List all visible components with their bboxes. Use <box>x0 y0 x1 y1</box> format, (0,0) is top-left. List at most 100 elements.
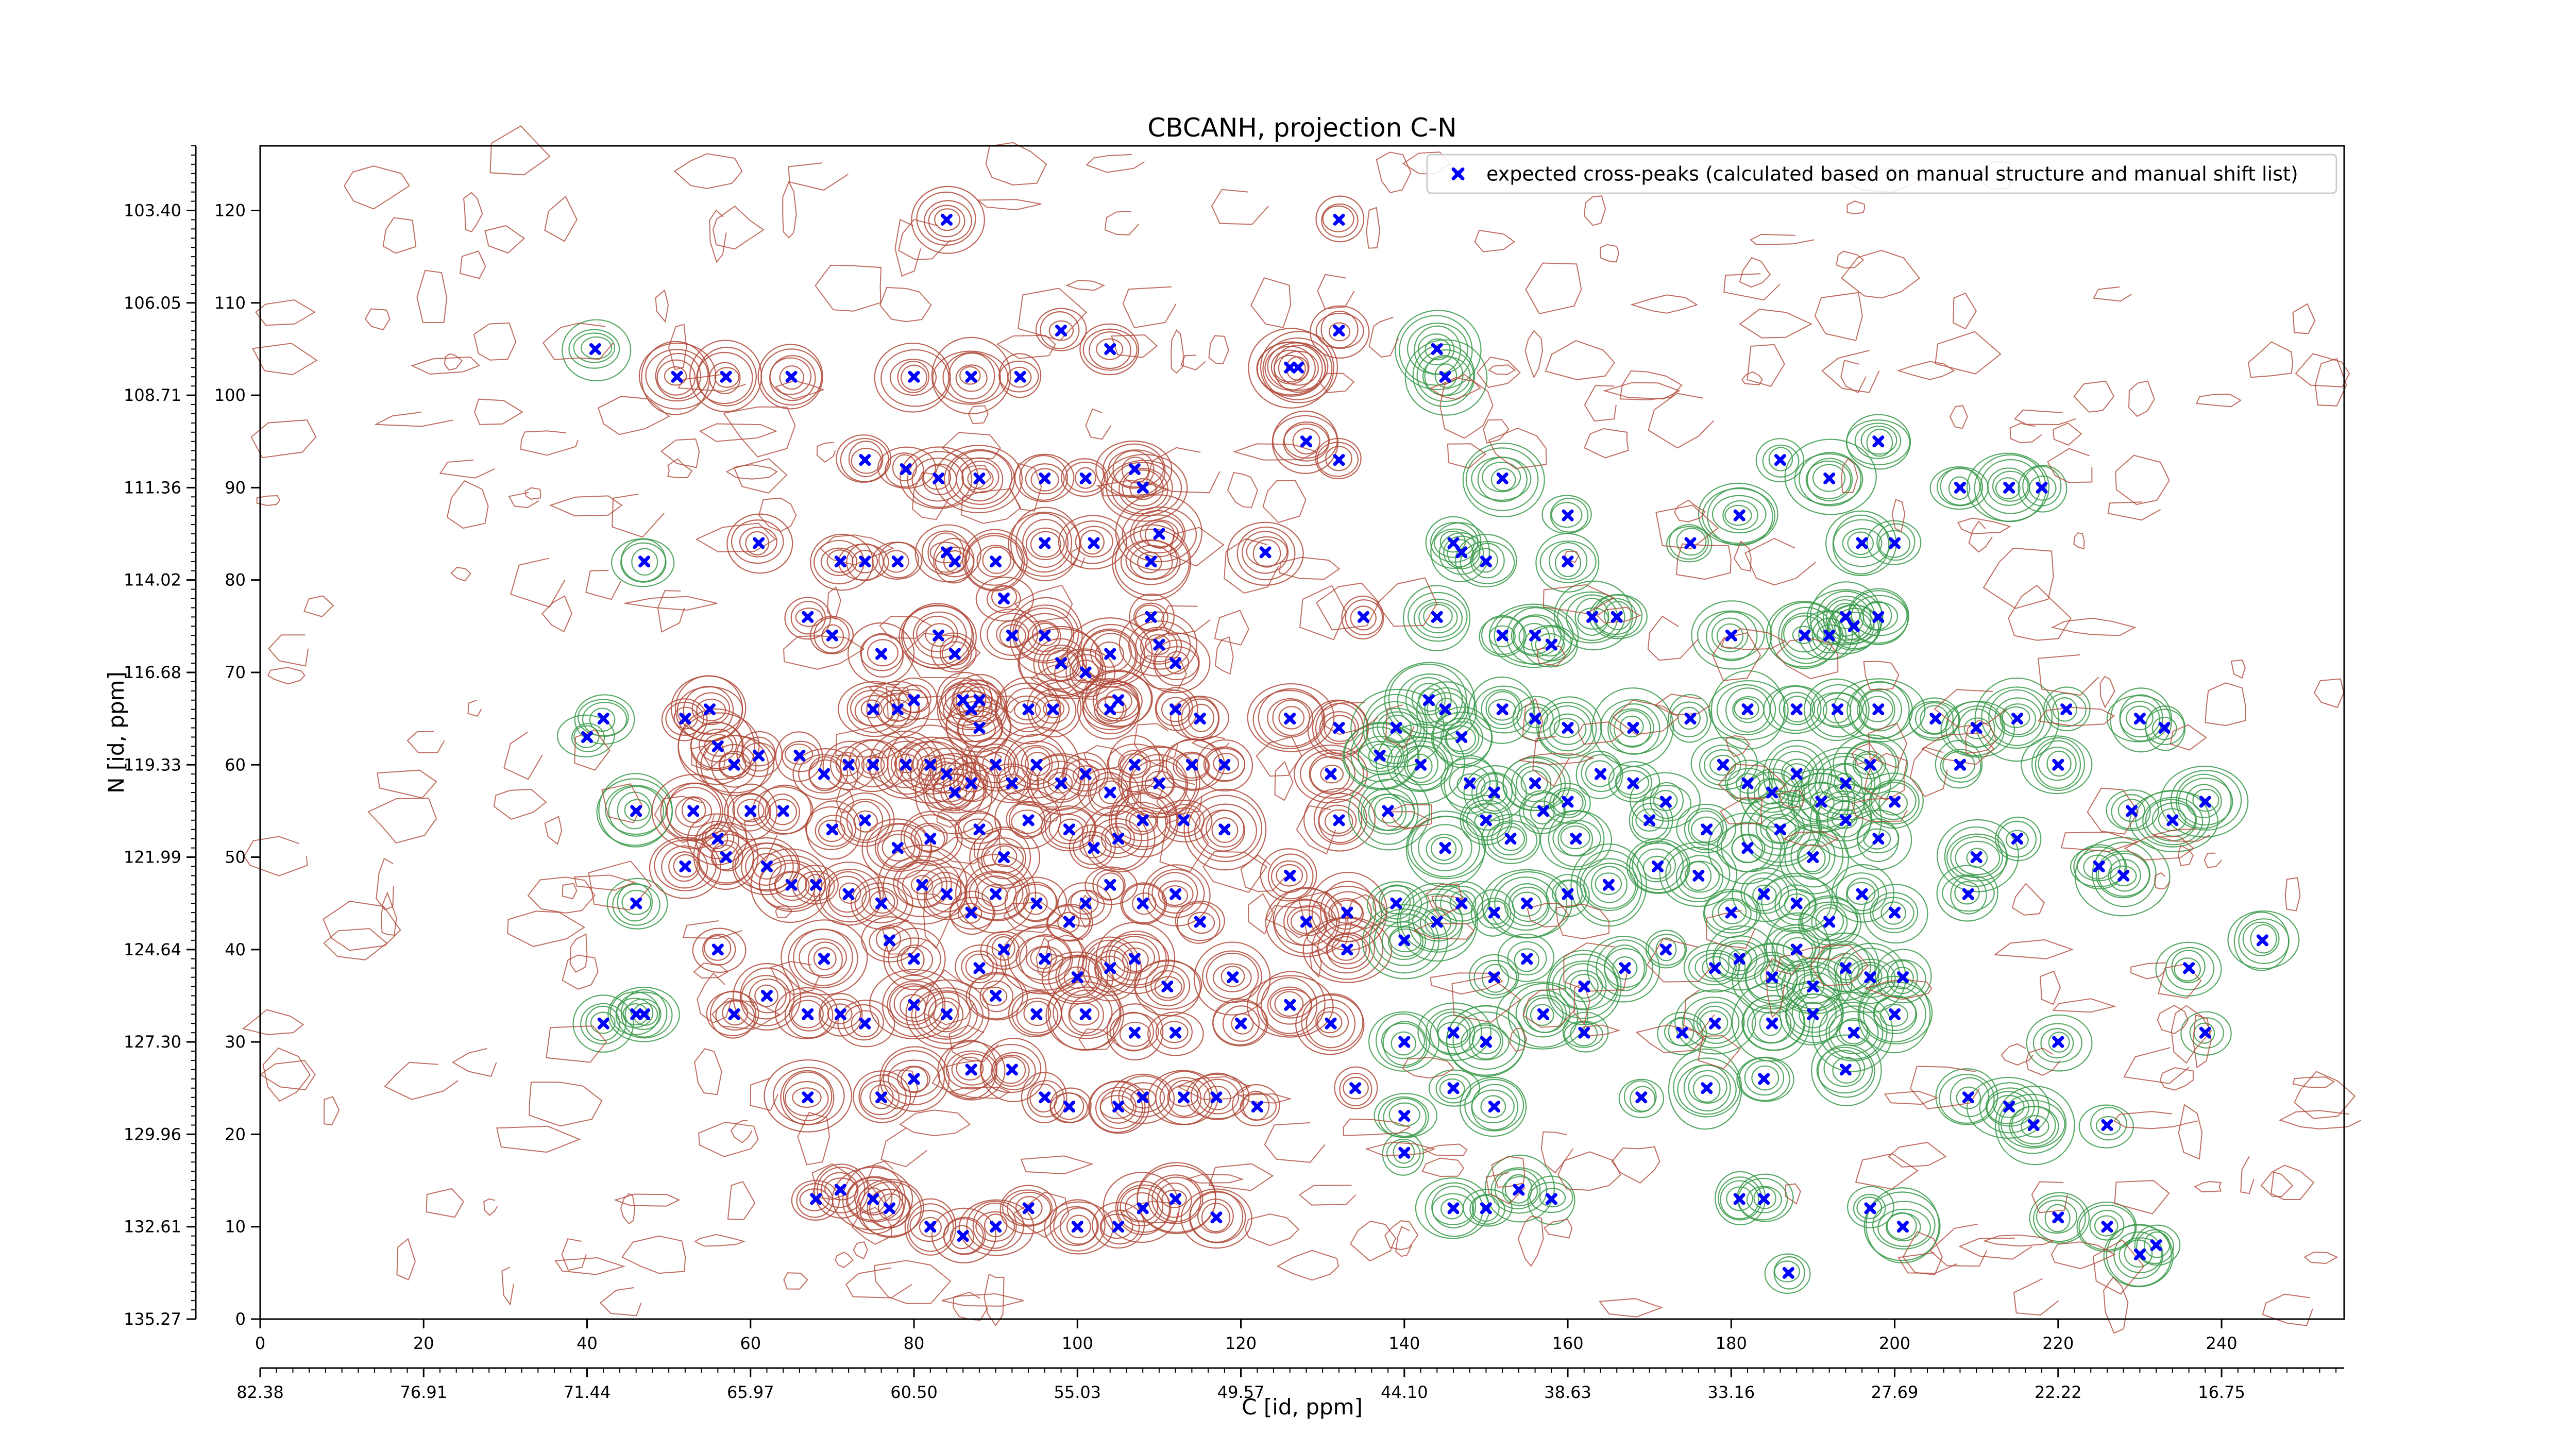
contour-ring <box>1550 498 1589 533</box>
noise-contour <box>374 411 453 427</box>
contour-ring <box>901 364 927 391</box>
contour-ring <box>2152 717 2177 740</box>
contour-ring <box>1771 927 1820 970</box>
contour-ring <box>1856 1196 1883 1219</box>
contour-ring <box>673 854 698 878</box>
contour-ring <box>1480 780 1507 805</box>
noise-contour <box>1863 752 1908 801</box>
noise-contour <box>881 919 926 955</box>
contour-ring <box>1798 844 1826 872</box>
contour-ring <box>2001 1100 2065 1149</box>
noise-contour <box>2008 584 2072 641</box>
cross-peak-marker <box>1701 823 1713 836</box>
contour-ring <box>930 632 977 673</box>
noise-contour <box>1840 458 1858 494</box>
cross-peak-marker <box>1896 971 1909 984</box>
contour-ring <box>1870 782 1917 820</box>
contour-ring <box>1786 966 1840 1009</box>
noise-contour <box>1522 988 1576 1028</box>
contour-ring <box>1108 936 1160 981</box>
contour-ring <box>1018 628 1104 697</box>
cross-peak-marker <box>908 694 920 706</box>
contour-ring <box>994 788 1061 850</box>
contour-ring <box>1046 650 1078 678</box>
contour-ring <box>2170 770 2242 831</box>
contour-ring <box>1096 697 1124 722</box>
noise-contour <box>961 746 1003 772</box>
contour-ring <box>1145 965 1191 1007</box>
cross-peak-marker <box>1480 814 1492 826</box>
contour-ring <box>1817 1044 1875 1098</box>
contour-ring <box>1294 744 1368 804</box>
contour-ring <box>580 1003 626 1045</box>
contour-ring <box>572 994 634 1053</box>
contour-ring <box>953 673 1007 726</box>
noise-contour <box>948 1024 999 1062</box>
noise-contour <box>1578 721 1624 745</box>
cross-peak-marker <box>1185 758 1198 771</box>
cross-peak-marker <box>1864 971 1876 984</box>
contour-ring <box>1626 838 1690 895</box>
contour-ring <box>1231 1013 1254 1035</box>
contour-ring <box>792 1087 822 1108</box>
cross-peak-marker <box>1006 629 1018 642</box>
contour-ring <box>1440 885 1484 922</box>
noise-contour <box>467 700 482 717</box>
cross-peak-marker <box>2011 833 2023 845</box>
contour-ring <box>783 1071 833 1122</box>
contour-ring <box>1260 331 1338 403</box>
contour-ring <box>1844 741 1897 789</box>
contour-ring <box>1482 461 1521 493</box>
cross-peak-marker <box>1611 611 1623 623</box>
contour-ring <box>967 468 994 490</box>
noise-contour <box>1385 704 1415 749</box>
contour-ring <box>1248 328 1334 409</box>
noise-contour <box>416 269 448 323</box>
contour-ring <box>1189 1191 1246 1243</box>
contour-ring <box>807 941 843 978</box>
contour-ring <box>1859 981 1933 1044</box>
cross-peak-marker <box>1210 1091 1223 1104</box>
contour-ring <box>1551 879 1587 908</box>
contour-ring <box>1596 939 1654 997</box>
noise-contour <box>1957 517 2011 534</box>
contour-ring <box>612 884 660 926</box>
noise-contour <box>2178 1104 2203 1160</box>
noise-contour <box>267 667 306 685</box>
noise-contour <box>961 465 992 491</box>
noise-contour <box>520 430 579 456</box>
cross-peak-marker <box>2003 481 2015 494</box>
cross-peak-marker <box>802 1008 814 1020</box>
contour-ring <box>1328 898 1364 930</box>
contour-ring <box>1425 338 1451 361</box>
noise-contour <box>1532 736 1570 787</box>
contour-ring <box>1082 328 1138 371</box>
noise-contour <box>1821 350 1880 393</box>
x-tick-label: 40 <box>577 1334 598 1353</box>
cross-peak-marker <box>1962 888 1974 900</box>
y-ppm-tick-label: 119.33 <box>124 755 181 774</box>
noise-contour <box>1635 1024 1706 1053</box>
contour-ring <box>1706 611 1758 662</box>
noise-contour <box>722 406 796 458</box>
cross-peak-marker <box>990 989 1002 1002</box>
contour-ring <box>998 353 1042 398</box>
noise-contour <box>730 1120 753 1143</box>
contour-ring <box>2176 773 2232 829</box>
contour-ring <box>1471 1084 1518 1131</box>
cross-peak-marker <box>1128 758 1141 771</box>
noise-contour <box>242 1009 304 1035</box>
noise-contour <box>1085 408 1112 440</box>
contour-ring <box>1755 438 1805 483</box>
cross-peak-marker <box>1758 888 1770 900</box>
contour-ring <box>1092 818 1143 858</box>
noise-contour <box>1902 1231 1943 1276</box>
contour-ring <box>861 916 920 963</box>
cross-peak-marker <box>2027 1119 2040 1131</box>
contour-ring <box>1267 342 1329 391</box>
contour-ring <box>1863 828 1891 850</box>
contour-ring <box>1315 1006 1349 1038</box>
noise-contour <box>2279 1110 2362 1129</box>
contour-ring <box>914 825 945 853</box>
contour-ring <box>1543 705 1592 752</box>
